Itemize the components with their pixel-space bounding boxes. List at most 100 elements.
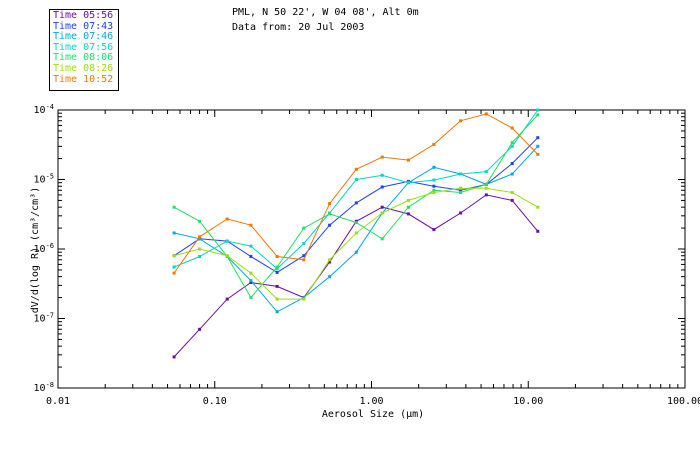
data-point bbox=[380, 205, 384, 209]
data-point bbox=[459, 172, 463, 176]
data-point bbox=[536, 152, 540, 156]
legend-entry-1: Time 07:43 bbox=[53, 20, 114, 32]
data-point bbox=[249, 296, 253, 300]
data-point bbox=[225, 239, 229, 243]
data-point bbox=[380, 237, 384, 241]
data-point bbox=[328, 212, 332, 216]
data-point bbox=[354, 250, 358, 254]
data-point bbox=[484, 182, 488, 186]
data-point bbox=[406, 158, 410, 162]
data-point bbox=[275, 267, 279, 271]
data-point bbox=[354, 178, 358, 181]
data-point bbox=[432, 228, 436, 232]
data-point bbox=[328, 260, 332, 264]
data-point bbox=[225, 297, 229, 301]
data-point bbox=[172, 271, 176, 275]
y-tick-label: 10-4 bbox=[34, 103, 54, 116]
legend-entry-2: Time 07:46 bbox=[53, 31, 114, 43]
x-tick-label: 0.10 bbox=[203, 396, 227, 407]
y-tick-label: 10-7 bbox=[34, 312, 54, 325]
data-point bbox=[432, 178, 436, 182]
data-point bbox=[406, 205, 410, 209]
data-point bbox=[275, 310, 279, 314]
data-point bbox=[459, 191, 463, 194]
data-point bbox=[380, 185, 384, 189]
date-line: Data from: 20 Jul 2003 bbox=[232, 22, 365, 33]
data-point bbox=[198, 237, 202, 241]
data-point bbox=[380, 211, 384, 215]
legend-entry-0: Time 05:56 bbox=[53, 10, 114, 21]
series-5 bbox=[172, 186, 540, 301]
data-point bbox=[302, 226, 306, 230]
legend-entry-6: Time 10:52 bbox=[53, 73, 114, 85]
data-point bbox=[225, 217, 229, 221]
data-point bbox=[432, 165, 436, 169]
data-point bbox=[328, 202, 332, 206]
data-point bbox=[302, 254, 306, 258]
data-point bbox=[536, 108, 540, 112]
data-point bbox=[302, 297, 306, 301]
y-axis-label: dV/d(log R) (cm³/cm³) bbox=[30, 187, 41, 313]
data-point bbox=[225, 254, 229, 258]
data-point bbox=[380, 173, 384, 177]
series-line-5 bbox=[173, 187, 539, 300]
plot-frame bbox=[57, 109, 686, 389]
data-point bbox=[172, 231, 176, 235]
data-point bbox=[380, 155, 384, 159]
x-tick-label: 100.00 bbox=[667, 396, 700, 407]
data-point bbox=[510, 126, 514, 130]
location-line: PML, N 50 22', W 04 08', Alt 0m bbox=[232, 7, 419, 18]
data-point bbox=[484, 193, 488, 197]
data-point bbox=[432, 188, 436, 192]
axes: 0.01 0.10 1.00 10.00 100.00 10-4 10-5 10-6 10-7 1… bbox=[34, 103, 700, 407]
data-point bbox=[510, 172, 514, 176]
y-tick-label: 10-5 bbox=[34, 173, 54, 186]
data-point bbox=[302, 258, 306, 262]
data-point bbox=[406, 181, 410, 185]
data-point bbox=[172, 265, 176, 269]
data-point bbox=[484, 186, 488, 190]
data-point bbox=[302, 242, 306, 245]
chart-header: PML, N 50 22', W 04 08', Alt 0m Data fro… bbox=[232, 5, 419, 35]
data-point bbox=[510, 141, 514, 145]
data-point bbox=[172, 254, 176, 258]
data-point bbox=[172, 355, 176, 359]
data-point bbox=[249, 255, 253, 258]
data-point bbox=[536, 144, 540, 148]
data-point bbox=[536, 229, 540, 233]
series-line-3 bbox=[173, 109, 539, 270]
data-point bbox=[172, 205, 176, 209]
data-point bbox=[459, 119, 463, 123]
data-point bbox=[275, 270, 279, 274]
data-point bbox=[249, 223, 253, 227]
data-point bbox=[198, 219, 202, 223]
data-point bbox=[432, 191, 436, 194]
series-line-6 bbox=[173, 113, 539, 274]
data-point bbox=[510, 162, 514, 165]
y-tick-label: 10-8 bbox=[34, 381, 54, 394]
x-tick-label: 1.00 bbox=[359, 396, 383, 407]
data-point bbox=[275, 284, 279, 288]
x-axis-label: Aerosol Size (μm) bbox=[322, 409, 424, 420]
data-point bbox=[198, 255, 202, 258]
data-point bbox=[275, 297, 279, 301]
data-point bbox=[249, 281, 253, 284]
data-point bbox=[510, 198, 514, 202]
data-point bbox=[328, 275, 332, 279]
series-6 bbox=[172, 112, 540, 275]
data-point bbox=[536, 113, 540, 117]
data-point bbox=[198, 327, 202, 331]
data-point bbox=[510, 144, 514, 148]
data-point bbox=[406, 212, 410, 216]
y-tick-label: 10-6 bbox=[34, 242, 54, 255]
data-point bbox=[536, 136, 540, 140]
data-point bbox=[198, 247, 202, 251]
series-line-4 bbox=[173, 114, 539, 299]
data-point bbox=[484, 112, 488, 116]
data-point bbox=[249, 271, 253, 275]
x-tick-label: 0.01 bbox=[46, 396, 70, 407]
data-point bbox=[354, 221, 358, 225]
data-point bbox=[275, 265, 279, 269]
data-point bbox=[249, 279, 253, 283]
data-point bbox=[432, 184, 436, 188]
